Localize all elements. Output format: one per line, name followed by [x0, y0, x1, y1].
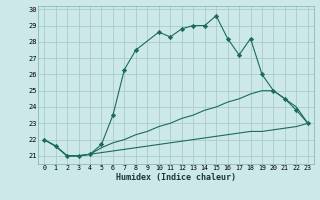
X-axis label: Humidex (Indice chaleur): Humidex (Indice chaleur) [116, 173, 236, 182]
